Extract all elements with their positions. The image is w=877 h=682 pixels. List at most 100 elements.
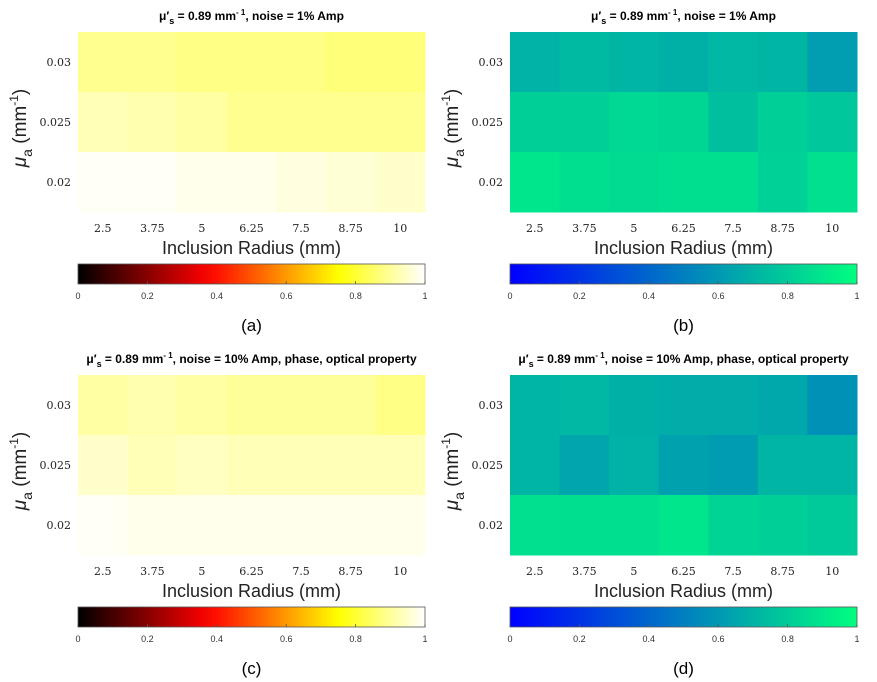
heatmap-cell-r1-c5 bbox=[757, 435, 808, 496]
heatmap-cell-r0-c5 bbox=[757, 375, 808, 436]
heatmap-cell-r1-c5 bbox=[325, 435, 376, 496]
heatmap-cell-r1-c0 bbox=[510, 435, 561, 496]
colorbar-tick-label: 0.8 bbox=[781, 634, 794, 644]
heatmap-cell-r1-c5 bbox=[757, 92, 808, 153]
colorbar-tick-label: 1 bbox=[422, 634, 427, 644]
x-tick-label: 7.5 bbox=[724, 222, 742, 235]
y-axis-label: μa (mm-1) bbox=[7, 89, 35, 168]
x-tick-label: 2.5 bbox=[94, 565, 112, 578]
heatmap-cell-r1-c4 bbox=[708, 435, 759, 496]
panel-a: μ′s = 0.89 mm- 1, noise = 1% Amp 0.03 0.02… bbox=[7, 8, 428, 335]
heatmap-cell-r2-c0 bbox=[510, 495, 561, 556]
x-tick-label: 10 bbox=[393, 565, 407, 578]
x-tick-label: 5 bbox=[630, 222, 637, 235]
heatmap-cell-r2-c3 bbox=[226, 495, 277, 556]
x-tick-label: 7.5 bbox=[724, 565, 742, 578]
x-tick-label: 6.25 bbox=[239, 222, 264, 235]
heatmap-cell-r1-c4 bbox=[276, 92, 327, 153]
colorbar-tick-label: 0.8 bbox=[349, 634, 362, 644]
heatmap-cell-r2-c5 bbox=[757, 152, 808, 213]
heatmap-cell-r1-c1 bbox=[127, 92, 178, 153]
heatmap-cell-r1-c3 bbox=[226, 92, 277, 153]
heatmap-cell-r0-c4 bbox=[708, 375, 759, 436]
x-tick-label: 7.5 bbox=[292, 222, 310, 235]
x-tick-label: 3.75 bbox=[572, 222, 597, 235]
y-tick-label: 0.03 bbox=[47, 56, 72, 69]
heatmap-cell-r0-c0 bbox=[78, 32, 129, 93]
heatmap-cell-r0-c0 bbox=[510, 375, 561, 436]
heatmap-cell-r2-c1 bbox=[127, 495, 178, 556]
heatmap-cell-r1-c3 bbox=[226, 435, 277, 496]
y-tick-label: 0.025 bbox=[472, 459, 504, 472]
colorbar bbox=[509, 263, 858, 285]
heatmap-cell-r1-c0 bbox=[78, 435, 129, 496]
panel-d: μ′s = 0.89 mm- 1, noise = 10% Amp, phase… bbox=[439, 351, 860, 678]
panel-label: (d) bbox=[673, 659, 694, 678]
heatmap-cell-r1-c1 bbox=[559, 435, 610, 496]
x-tick-label: 6.25 bbox=[671, 222, 696, 235]
heatmap-cell-r2-c5 bbox=[325, 152, 376, 213]
x-axis-label: Inclusion Radius (mm) bbox=[594, 581, 773, 601]
x-tick-label: 5 bbox=[198, 565, 205, 578]
y-tick-label: 0.02 bbox=[479, 519, 504, 532]
heatmap-cell-r1-c3 bbox=[658, 92, 709, 153]
colorbar-tick-label: 0.6 bbox=[712, 634, 725, 644]
x-tick-label: 10 bbox=[825, 565, 839, 578]
x-tick-label: 10 bbox=[825, 222, 839, 235]
x-tick-label: 10 bbox=[393, 222, 407, 235]
x-tick-label: 5 bbox=[198, 222, 205, 235]
heatmap-cell-r2-c6 bbox=[375, 495, 426, 556]
colorbar-tick-label: 0.6 bbox=[280, 291, 293, 301]
x-axis-label: Inclusion Radius (mm) bbox=[162, 238, 341, 258]
heatmap-cell-r2-c5 bbox=[757, 495, 808, 556]
colorbar-tick-label: 0.2 bbox=[141, 291, 154, 301]
x-tick-label: 2.5 bbox=[94, 222, 112, 235]
colorbar-tick-label: 0.2 bbox=[573, 291, 586, 301]
x-tick-label: 3.75 bbox=[572, 565, 597, 578]
x-tick-label: 8.75 bbox=[338, 222, 363, 235]
colorbar-tick-label: 0.8 bbox=[781, 291, 794, 301]
y-tick-label: 0.03 bbox=[479, 56, 504, 69]
heatmap-cell-r0-c0 bbox=[510, 32, 561, 93]
heatmap-cell-r2-c4 bbox=[708, 152, 759, 213]
heatmap-cell-r0-c5 bbox=[325, 375, 376, 436]
colorbar-tick-label: 0 bbox=[75, 291, 80, 301]
y-axis-label: μa (mm-1) bbox=[7, 432, 35, 511]
heatmap-cell-r1-c2 bbox=[177, 92, 228, 153]
colorbar-tick-label: 0.6 bbox=[712, 291, 725, 301]
colorbar bbox=[509, 606, 858, 628]
colorbar-tick-label: 0.4 bbox=[643, 634, 656, 644]
x-tick-label: 2.5 bbox=[526, 565, 544, 578]
y-axis-label: μa (mm-1) bbox=[439, 89, 467, 168]
y-tick-label: 0.025 bbox=[40, 459, 72, 472]
heatmap-cell-r2-c1 bbox=[559, 495, 610, 556]
colorbar-tick-label: 0.8 bbox=[349, 291, 362, 301]
x-tick-label: 7.5 bbox=[292, 565, 310, 578]
heatmap-cell-r2-c2 bbox=[609, 495, 660, 556]
heatmap-cell-r0-c2 bbox=[609, 375, 660, 436]
colorbar-tick-label: 0.2 bbox=[141, 634, 154, 644]
heatmap-cell-r0-c5 bbox=[325, 32, 376, 93]
heatmap-cell-r0-c1 bbox=[559, 32, 610, 93]
heatmap-cell-r0-c4 bbox=[276, 32, 327, 93]
chart-title: μ′s = 0.89 mm- 1, noise = 10% Amp, phase… bbox=[518, 351, 849, 369]
colorbar-tick-label: 0.6 bbox=[280, 634, 293, 644]
heatmap-cells bbox=[510, 32, 858, 213]
heatmap-cell-r1-c6 bbox=[807, 92, 858, 153]
heatmap-cell-r0-c2 bbox=[609, 32, 660, 93]
panel-c: μ′s = 0.89 mm- 1, noise = 10% Amp, phase… bbox=[7, 351, 428, 678]
x-tick-label: 8.75 bbox=[338, 565, 363, 578]
heatmap-cell-r0-c4 bbox=[276, 375, 327, 436]
colorbar-tick-label: 0 bbox=[507, 634, 512, 644]
heatmap-cell-r1-c4 bbox=[276, 435, 327, 496]
chart-title: μ′s = 0.89 mm- 1, noise = 1% Amp bbox=[591, 8, 776, 26]
colorbar-tick-label: 1 bbox=[854, 291, 859, 301]
heatmap-cell-r0-c0 bbox=[78, 375, 129, 436]
y-axis-label: μa (mm-1) bbox=[439, 432, 467, 511]
y-tick-label: 0.025 bbox=[40, 116, 72, 129]
heatmap-cell-r2-c6 bbox=[807, 495, 858, 556]
heatmap-cell-r0-c3 bbox=[226, 32, 277, 93]
heatmap-cells bbox=[78, 375, 426, 556]
y-tick-label: 0.02 bbox=[479, 176, 504, 189]
